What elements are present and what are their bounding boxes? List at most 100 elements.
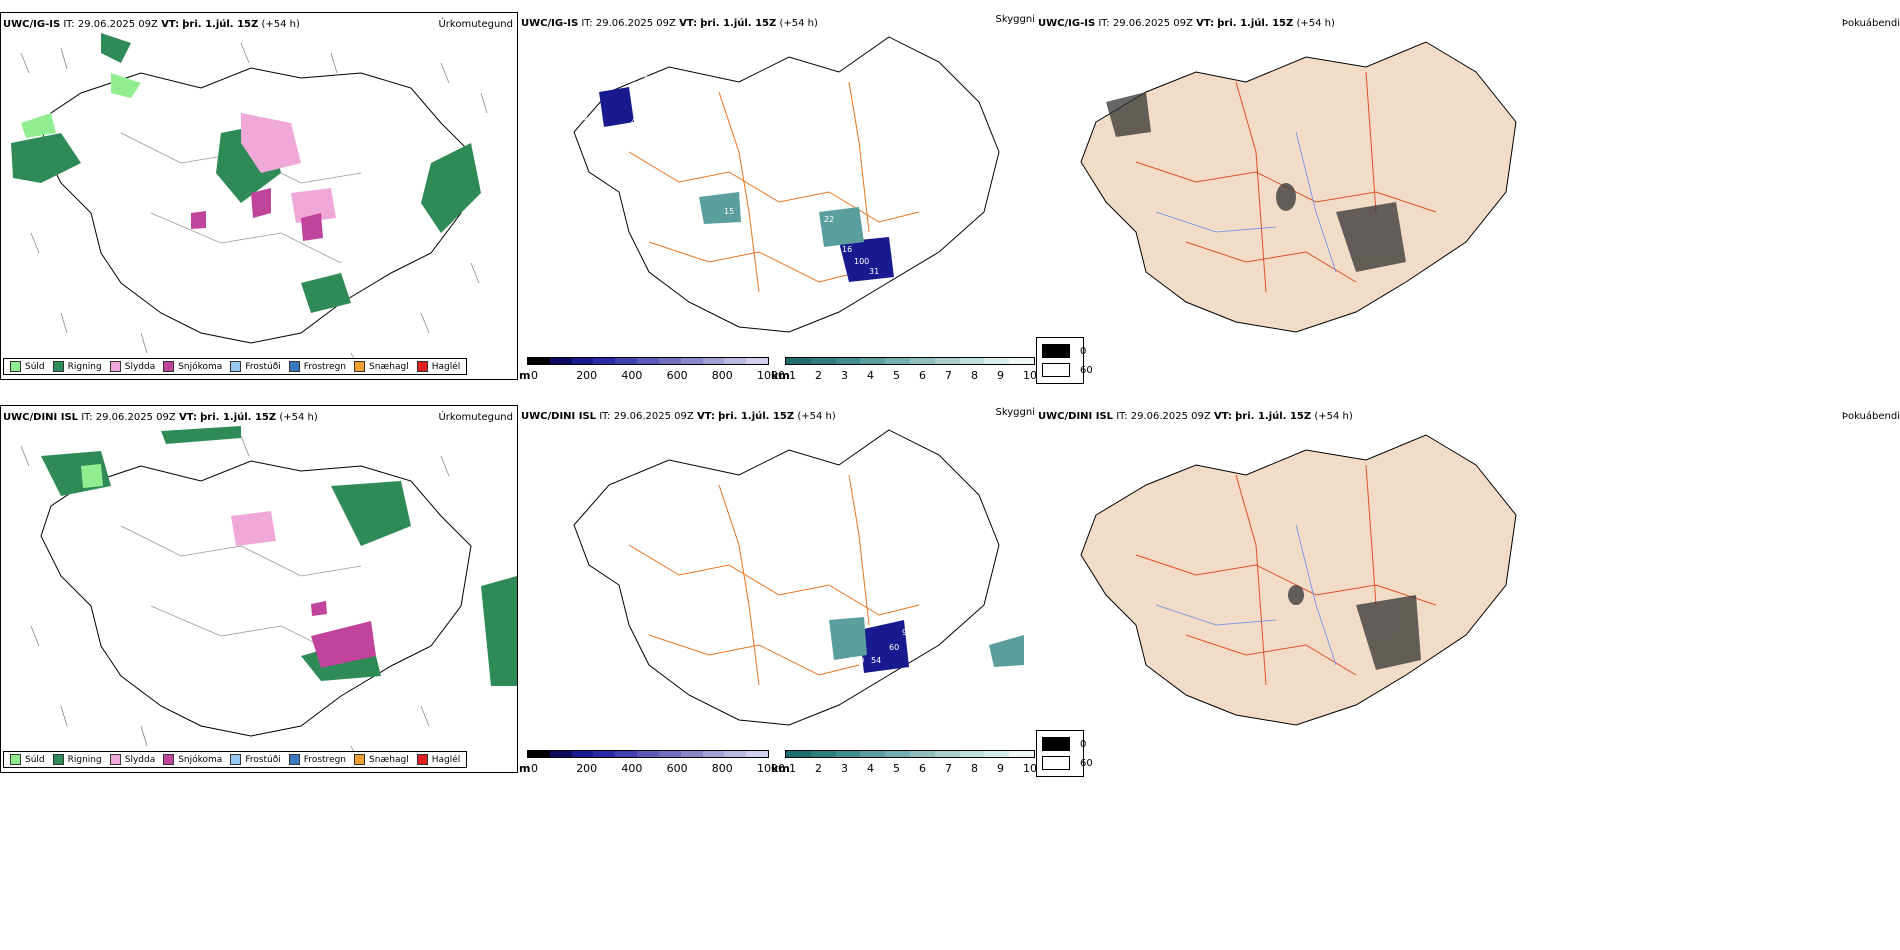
colorbar-segment [549, 358, 572, 364]
vis-label: 28 [599, 583, 609, 592]
precip-legend-label: Slydda [124, 361, 156, 372]
colorbar-tick: 3 [841, 369, 848, 382]
vis-km-unit: km [771, 369, 790, 382]
vis-km-bar [785, 750, 1035, 758]
precip-legend-swatch [109, 754, 121, 765]
vis-label: 77 [759, 313, 769, 322]
vt-label: VT: [1196, 18, 1215, 29]
precip-map-bottom [20, 426, 517, 763]
colorbar-segment [984, 751, 1010, 757]
precip-legend-swatch [230, 361, 242, 372]
vis-m-colorbar-bottom: m 0 200 400 600 800 1000 [519, 750, 785, 776]
cloud-legend-bottom: 0 60 [1036, 730, 1093, 777]
model-name: UWC/DINI ISL [521, 411, 597, 422]
colorbar-tick: 2 [815, 762, 822, 775]
colorbar-segment [909, 751, 935, 757]
precip-legend-swatch [52, 361, 64, 372]
visibility-title-top: Skyggni [995, 14, 1035, 25]
colorbar-tick: 800 [711, 369, 733, 382]
cloud-map-bottom [1080, 434, 1517, 726]
colorbar-tick: 6 [919, 369, 926, 382]
precip-panel-bottom: UWC/DINI ISL IT: 29.06.2025 09Z VT: þri.… [0, 405, 518, 773]
precip-panel-top: UWC/IG-IS IT: 29.06.2025 09Z VT: þri. 1.… [0, 12, 518, 380]
precip-legend-label: Snæhagl [369, 754, 409, 765]
colorbar-segment [528, 358, 550, 364]
cloud-header-top: UWC/IG-IS IT: 29.06.2025 09Z VT: þri. 1.… [1038, 18, 1335, 29]
colorbar-tick: 600 [666, 762, 688, 775]
colorbar-segment [724, 358, 747, 364]
colorbar-segment [934, 358, 960, 364]
colorbar-segment [786, 751, 811, 757]
colorbar-tick: 10 [1023, 762, 1037, 775]
vt-value: þri. 1.júl. 15Z [182, 19, 259, 30]
colorbar-segment [702, 751, 725, 757]
colorbar-segment [959, 751, 985, 757]
cloud-swatch-light [1042, 756, 1070, 770]
colorbar-segment [658, 358, 681, 364]
colorbar-segment [702, 358, 725, 364]
it-label: IT: [1098, 18, 1110, 29]
visibility-map-bottom: 11 28 93 60 130 54 [573, 429, 1024, 726]
colorbar-segment [615, 358, 638, 364]
colorbar-tick: 5 [893, 762, 900, 775]
colorbar-segment [885, 358, 910, 364]
precip-legend-swatch [288, 754, 300, 765]
vt-label: VT: [696, 411, 715, 422]
colorbar-tick: 0 [531, 369, 538, 382]
colorbar-tick: 4 [867, 369, 874, 382]
it-value: 29.06.2025 09Z [1130, 411, 1211, 422]
vt-label: VT: [1213, 411, 1232, 422]
lead-time: (+54 h) [279, 412, 318, 423]
cloud-title-bottom: Þokuábendi [1841, 411, 1900, 422]
vis-label: 15 [724, 207, 734, 216]
precip-legend-item: Snæhagl [354, 754, 409, 765]
precip-legend-item: Frostregn [288, 754, 346, 765]
precip-map-top [11, 33, 488, 370]
model-name: UWC/IG-IS [521, 18, 579, 29]
cloud-map-top [1080, 41, 1517, 333]
vis-km-colorbar-top: km 1 2 3 4 5 6 7 8 9 10 [771, 357, 1037, 383]
colorbar-tick: 200 [576, 762, 598, 775]
it-label: IT: [63, 19, 75, 30]
cloud-header-bottom: UWC/DINI ISL IT: 29.06.2025 09Z VT: þri.… [1038, 411, 1353, 422]
precip-legend-label: Frostúði [245, 754, 281, 765]
precip-legend-label: Haglél [431, 361, 461, 372]
cloud-swatch-light [1042, 363, 1070, 377]
lead-time: (+54 h) [261, 19, 300, 30]
colorbar-tick: 1 [789, 369, 796, 382]
colorbar-segment [658, 751, 681, 757]
precip-legend-item: Frostregn [288, 361, 346, 372]
vis-label: 22 [824, 215, 834, 224]
colorbar-segment [909, 358, 935, 364]
precip-legend-swatch [109, 361, 121, 372]
precip-legend-label: Snjókoma [178, 361, 223, 372]
it-label: IT: [81, 412, 93, 423]
cloud-legend-value: 0 [1080, 345, 1087, 357]
precip-legend-item: Slydda [109, 361, 156, 372]
cloud-legend-top: 0 60 [1036, 337, 1093, 384]
vt-label: VT: [178, 412, 197, 423]
colorbar-tick: 8 [971, 369, 978, 382]
vt-label: VT: [679, 18, 698, 29]
colorbar-tick: 400 [621, 369, 643, 382]
colorbar-segment [680, 358, 703, 364]
visibility-map-top: 90 40 43 15 12 22 16 100 31 33 77 [573, 36, 1000, 333]
vis-m-unit: m [519, 369, 531, 382]
colorbar-segment [637, 751, 659, 757]
lead-time: (+54 h) [779, 18, 818, 29]
vt-value: þri. 1.júl. 15Z [1217, 18, 1294, 29]
precip-header-bottom: UWC/DINI ISL IT: 29.06.2025 09Z VT: þri.… [3, 412, 318, 423]
model-name: UWC/DINI ISL [1038, 411, 1114, 422]
it-label: IT: [1116, 411, 1128, 422]
cloud-legend-row: 60 [1042, 363, 1093, 377]
vis-label: 40 [577, 113, 587, 122]
precip-legend-swatch [416, 754, 428, 765]
cloud-legend-value: 0 [1080, 738, 1087, 750]
cloud-legend-row: 0 [1042, 737, 1086, 751]
precip-title-bottom: Úrkomutegund [438, 412, 513, 423]
colorbar-segment [1009, 751, 1034, 757]
it-value: 29.06.2025 09Z [1112, 18, 1193, 29]
precip-title-top: Úrkomutegund [438, 19, 513, 30]
colorbar-segment [959, 358, 985, 364]
colorbar-tick: 200 [576, 369, 598, 382]
